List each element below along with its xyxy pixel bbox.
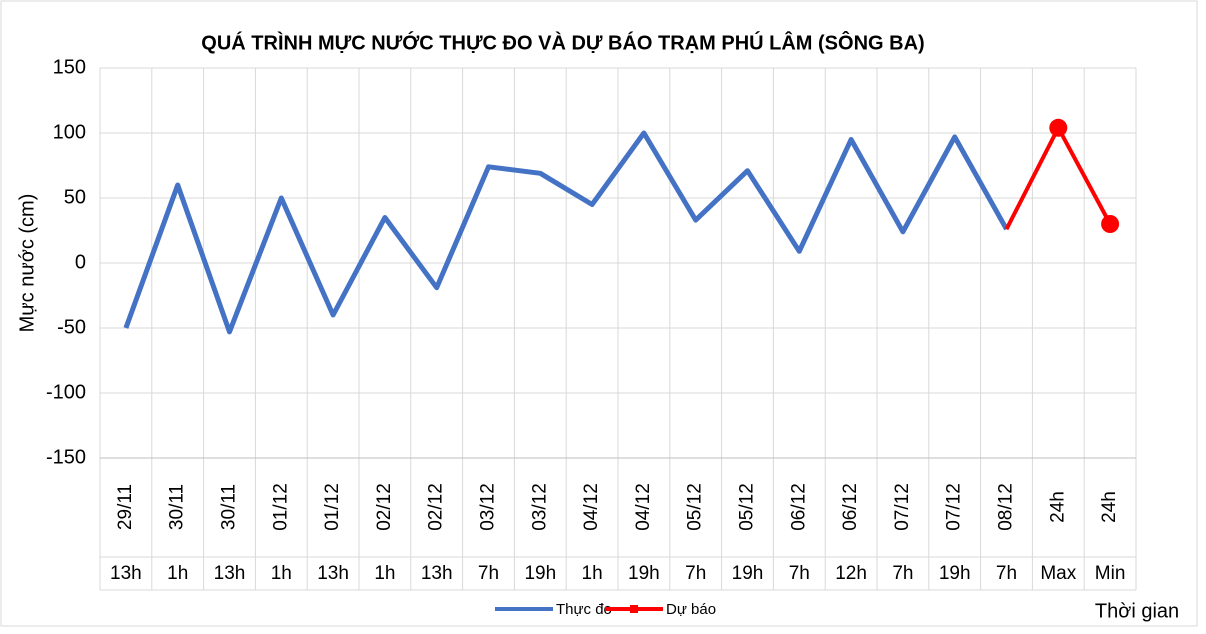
x-tick-label: 30/11 (219, 484, 240, 530)
x-subtick-label: 1h (582, 563, 603, 584)
y-tick-label: -100 (46, 381, 86, 403)
x-tick-label: 08/12 (996, 483, 1017, 531)
x-subtick-label: 7h (789, 563, 810, 584)
x-tick-label: 03/12 (478, 483, 499, 531)
x-subtick-label: 7h (478, 563, 499, 584)
x-tick-label: 07/12 (944, 483, 965, 531)
x-subtick-label: 19h (732, 563, 764, 584)
point-marker (1049, 118, 1068, 137)
x-subtick-label: 13h (110, 563, 142, 584)
x-tick-label: 01/12 (270, 483, 291, 531)
x-tick-label: 07/12 (892, 483, 913, 531)
chart-title: QUÁ TRÌNH MỰC NƯỚC THỰC ĐO VÀ DỰ BÁO TRẠ… (201, 30, 924, 54)
x-axis-label: Thời gian (1095, 600, 1179, 622)
x-subtick-label: 19h (524, 563, 556, 584)
legend-label: Thực đo (556, 601, 612, 618)
x-tick-label: 02/12 (374, 483, 395, 531)
y-tick-label: 100 (53, 121, 86, 143)
x-tick-label: 30/11 (167, 484, 188, 530)
y-tick-label: -50 (57, 316, 86, 338)
x-subtick-label: 1h (374, 563, 395, 584)
x-subtick-label: 1h (167, 563, 188, 584)
x-subtick-label: 13h (214, 563, 246, 584)
x-tick-label: 04/12 (633, 483, 654, 531)
x-tick-label: 05/12 (685, 483, 706, 531)
line-series (123, 130, 1009, 335)
legend-label: Dự báo (666, 601, 716, 618)
y-tick-label: -150 (46, 446, 86, 468)
x-subtick-label: 12h (835, 563, 867, 584)
x-tick-label: 03/12 (529, 483, 550, 531)
x-subtick-label: 13h (421, 563, 453, 584)
x-subtick-label: 19h (939, 563, 971, 584)
x-tick-label: 01/12 (322, 483, 343, 531)
x-tick-label: 24h (1099, 491, 1120, 523)
x-tick-label: 24h (1047, 491, 1068, 523)
x-subtick-label: Min (1095, 563, 1126, 584)
x-tick-label: 06/12 (788, 483, 809, 531)
x-subtick-label: 7h (685, 563, 706, 584)
x-tick-label: 06/12 (840, 483, 861, 531)
y-tick-label: 150 (53, 56, 86, 78)
x-subtick-label: Max (1040, 563, 1076, 584)
x-subtick-label: 13h (317, 563, 349, 584)
x-subtick-label: 7h (892, 563, 913, 584)
x-tick-label: 04/12 (581, 483, 602, 531)
x-tick-label: 29/11 (115, 484, 136, 530)
x-subtick-label: 7h (996, 563, 1017, 584)
x-subtick-label: 1h (271, 563, 292, 584)
y-tick-label: 50 (64, 186, 86, 208)
legend-marker (630, 605, 638, 613)
x-tick-label: 02/12 (426, 483, 447, 531)
y-axis-label: Mực nước (cm) (16, 194, 38, 333)
x-subtick-label: 19h (628, 563, 660, 584)
point-marker (1101, 215, 1120, 233)
y-tick-label: 0 (75, 251, 86, 273)
x-tick-label: 05/12 (737, 483, 758, 531)
